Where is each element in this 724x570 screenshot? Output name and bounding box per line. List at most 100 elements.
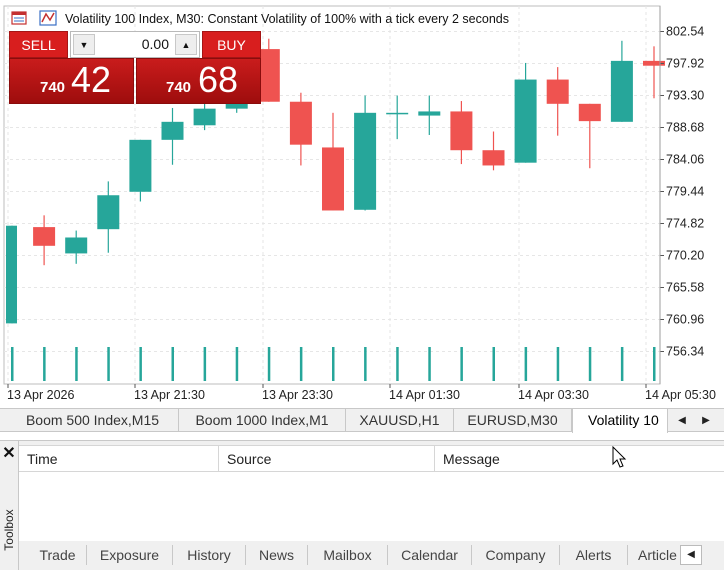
x-tick-label: 13 Apr 23:30 (262, 388, 333, 402)
candle (418, 95, 441, 135)
tick-volume-bar (235, 347, 239, 381)
candle (514, 62, 537, 163)
tab-news[interactable]: News (246, 545, 308, 565)
candle-body (418, 111, 441, 116)
y-tick-label: 793.30 (666, 89, 704, 103)
column-header-message[interactable]: Message (435, 446, 724, 472)
close-icon[interactable]: ✕ (2, 445, 16, 462)
buy-button[interactable]: BUY (202, 31, 261, 58)
candle-body (129, 139, 152, 192)
y-tick-label: 760.96 (666, 313, 704, 327)
x-tick-label: 13 Apr 21:30 (134, 388, 205, 402)
tick-volume-bar (588, 347, 592, 381)
tick-volume-bar (332, 347, 335, 381)
chart-tab-bar: Boom 500 Index,M15 Boom 1000 Index,M1 XA… (0, 408, 724, 433)
tab-articles[interactable]: Article (638, 547, 677, 563)
candle-body (193, 108, 216, 126)
candle-body (6, 225, 17, 324)
chart-tab-eurusd[interactable]: EURUSD,M30 (454, 409, 572, 432)
tick-volume-bar (524, 347, 528, 381)
tick-volume-bar (556, 347, 560, 381)
candle (643, 46, 665, 99)
candle (450, 101, 473, 165)
chart-tab-volatility[interactable]: Volatility 10 (572, 409, 668, 433)
candle-body (578, 103, 601, 122)
tick-volume-bar (492, 347, 495, 381)
candle (354, 95, 377, 211)
tab-mailbox[interactable]: Mailbox (308, 545, 388, 565)
tabs-next-icon[interactable]: ▶ (702, 415, 710, 426)
chart-title: Volatility 100 Index, M30: Constant Vola… (65, 12, 509, 26)
tick-volume-bar (43, 347, 46, 381)
tick-volume-bar (653, 347, 656, 381)
volume-increase-button[interactable]: ▲ (175, 34, 197, 55)
price-axis: 802.54 797.92 793.30 788.68 784.06 779.44 774.… (659, 6, 704, 384)
volume-input[interactable]: 0.00 (141, 36, 169, 52)
candle (322, 112, 344, 211)
candle-body (65, 237, 88, 254)
candle-body (386, 112, 409, 115)
column-header-time[interactable]: Time (19, 446, 219, 472)
tick-volume-bar (11, 347, 14, 381)
chart-tab-xauusd[interactable]: XAUUSD,H1 (346, 409, 454, 432)
journal-table[interactable]: Time Source Message (19, 445, 724, 541)
candle (546, 67, 569, 136)
tab-history[interactable]: History (173, 545, 246, 565)
candle (65, 230, 88, 264)
tabs-prev-icon[interactable]: ◀ (678, 415, 686, 426)
candle-body (610, 60, 633, 122)
candle-body (482, 150, 505, 166)
sell-button[interactable]: SELL (9, 31, 68, 58)
candle-body (643, 60, 665, 66)
buy-price-button[interactable]: 740 68 (136, 58, 261, 104)
toolbox-panel: ✕ Toolbox Time Source Message Trade Expo… (0, 440, 724, 570)
tick-volume-bar (75, 347, 78, 381)
volume-decrease-button[interactable]: ▼ (73, 34, 95, 55)
chart-area[interactable]: 802.54 797.92 793.30 788.68 784.06 779.44 774.… (0, 0, 724, 408)
tick-volume-bars (11, 347, 656, 381)
toolbox-sidebar: ✕ Toolbox (0, 441, 19, 570)
sell-price-digits: 42 (71, 59, 112, 100)
tab-alerts[interactable]: Alerts (560, 545, 628, 565)
candle-body (33, 227, 56, 246)
tab-calendar[interactable]: Calendar (388, 545, 472, 565)
candle-body (161, 121, 184, 140)
buy-price-digits: 68 (198, 59, 239, 100)
candle-body (257, 49, 280, 102)
chart-tab-boom500[interactable]: Boom 500 Index,M15 (7, 409, 179, 432)
chart-tab-boom1000[interactable]: Boom 1000 Index,M1 (179, 409, 346, 432)
tick-volume-bar (428, 347, 431, 381)
candle (97, 181, 120, 253)
tick-volume-bar (364, 347, 367, 381)
y-tick-label: 756.34 (666, 345, 704, 359)
candle (257, 38, 280, 102)
candle (161, 107, 184, 165)
y-tick-label: 797.92 (666, 57, 704, 71)
tick-volume-bar (620, 347, 624, 381)
candle (33, 215, 56, 266)
tick-volume-bar (171, 347, 174, 381)
sell-price-button[interactable]: 740 42 (9, 58, 134, 104)
tab-exposure[interactable]: Exposure (87, 545, 173, 565)
y-tick-label: 774.82 (666, 217, 704, 231)
x-tick-label: 14 Apr 05:30 (645, 388, 716, 402)
indicators-icon (39, 10, 57, 26)
x-tick-label: 14 Apr 01:30 (389, 388, 460, 402)
price-chart[interactable]: 802.54 797.92 793.30 788.68 784.06 779.44 774.… (0, 0, 724, 408)
candle-body (450, 111, 473, 151)
candle (129, 139, 152, 202)
tab-trade[interactable]: Trade (29, 545, 87, 565)
tab-company[interactable]: Company (472, 545, 560, 565)
x-tick-label: 13 Apr 2026 (7, 388, 74, 402)
y-tick-label: 802.54 (666, 25, 704, 39)
tick-volume-bar (107, 347, 110, 381)
column-header-source[interactable]: Source (219, 446, 435, 472)
candle-body (354, 112, 377, 210)
one-click-trading-panel: SELL ▼ 0.00 ▲ BUY 740 42 740 68 (9, 31, 261, 104)
candle (386, 95, 409, 140)
tabs-scroll-left-icon[interactable]: ◀ (680, 545, 702, 565)
mouse-cursor-icon (612, 446, 627, 468)
toolbox-label: Toolbox (2, 509, 16, 551)
tick-volume-bar (299, 347, 303, 381)
volume-stepper[interactable]: ▼ 0.00 ▲ (70, 31, 200, 58)
